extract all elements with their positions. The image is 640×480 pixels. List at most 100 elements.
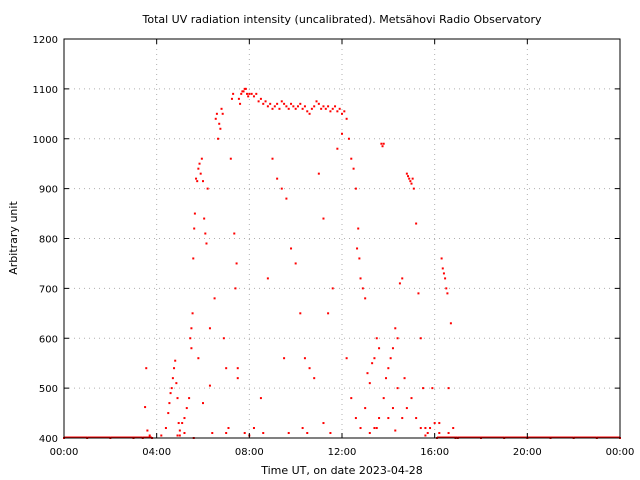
y-tick-label: 400: [39, 434, 58, 445]
data-point: [317, 172, 320, 175]
data-point: [324, 107, 327, 110]
data-point: [287, 107, 290, 110]
data-point: [303, 357, 306, 360]
data-point: [183, 417, 186, 420]
data-point: [169, 392, 172, 395]
data-point: [264, 100, 267, 103]
data-point: [411, 177, 414, 180]
data-point: [208, 384, 211, 387]
data-point: [334, 105, 337, 108]
data-point: [354, 417, 357, 420]
data-point: [444, 277, 447, 280]
data-point: [191, 312, 194, 315]
data-point: [359, 277, 362, 280]
data-point: [356, 247, 359, 250]
data-point: [287, 432, 290, 435]
data-point: [197, 167, 200, 170]
data-point: [391, 347, 394, 350]
data-point: [278, 107, 281, 110]
data-point: [250, 92, 253, 95]
data-point: [222, 337, 225, 340]
data-point: [252, 427, 255, 430]
data-point: [296, 105, 299, 108]
grid-lines: [64, 39, 620, 438]
data-point: [373, 427, 376, 430]
data-point: [290, 102, 293, 105]
data-point: [145, 367, 148, 370]
data-point: [236, 377, 239, 380]
data-point: [271, 157, 274, 160]
y-axis-label: Arbitrary unit: [7, 201, 20, 275]
data-point: [322, 105, 325, 108]
data-point: [341, 132, 343, 135]
data-point: [285, 197, 288, 200]
data-point: [218, 122, 221, 125]
data-point: [262, 432, 265, 435]
data-point: [403, 377, 406, 380]
data-point: [193, 212, 196, 215]
data-point: [433, 422, 436, 425]
data-point: [366, 372, 369, 375]
data-point: [177, 422, 180, 425]
data-point: [185, 407, 188, 410]
data-point: [419, 337, 422, 340]
data-point: [190, 327, 193, 330]
data-point: [409, 180, 412, 183]
data-point: [396, 337, 399, 340]
data-point: [445, 287, 448, 290]
data-point: [197, 357, 200, 360]
data-point: [170, 387, 173, 390]
data-point: [345, 357, 348, 360]
data-point: [336, 147, 339, 150]
data-point: [338, 107, 341, 110]
data-point: [381, 145, 384, 148]
data-point: [343, 110, 346, 113]
data-point: [266, 105, 269, 108]
data-point: [198, 162, 201, 165]
data-point: [225, 432, 228, 435]
data-point: [176, 434, 179, 437]
y-tick-label: 700: [39, 284, 58, 295]
data-point: [215, 112, 218, 115]
data-point: [350, 397, 353, 400]
data-point: [192, 257, 195, 260]
data-point: [336, 110, 339, 113]
data-point: [329, 110, 332, 113]
data-point: [308, 112, 311, 115]
chart-title: Total UV radiation intensity (uncalibrat…: [142, 13, 542, 26]
data-point: [168, 402, 171, 405]
data-point: [331, 107, 334, 110]
data-point: [178, 429, 181, 432]
data-point: [247, 95, 250, 98]
data-point: [315, 100, 318, 103]
data-point: [391, 407, 394, 410]
data-point: [347, 137, 350, 140]
data-point: [364, 407, 367, 410]
data-point: [239, 102, 242, 105]
data-point: [164, 427, 167, 430]
data-point: [146, 429, 149, 432]
data-point: [394, 327, 397, 330]
data-point: [232, 92, 235, 95]
data-point: [441, 267, 444, 270]
data-point: [322, 422, 325, 425]
data-point: [306, 432, 309, 435]
data-point: [229, 157, 232, 160]
data-point: [412, 187, 415, 190]
data-point: [243, 87, 246, 90]
data-point: [283, 357, 286, 360]
data-point: [410, 397, 413, 400]
data-point: [308, 367, 311, 370]
data-point: [280, 100, 283, 103]
data-point: [303, 105, 306, 108]
data-point: [171, 377, 174, 380]
data-point: [269, 102, 272, 105]
data-point: [352, 167, 355, 170]
data-point: [240, 92, 243, 95]
data-point: [259, 97, 262, 100]
data-point: [358, 257, 361, 260]
data-point: [350, 157, 353, 160]
data-point: [193, 227, 196, 230]
data-point: [299, 102, 302, 105]
